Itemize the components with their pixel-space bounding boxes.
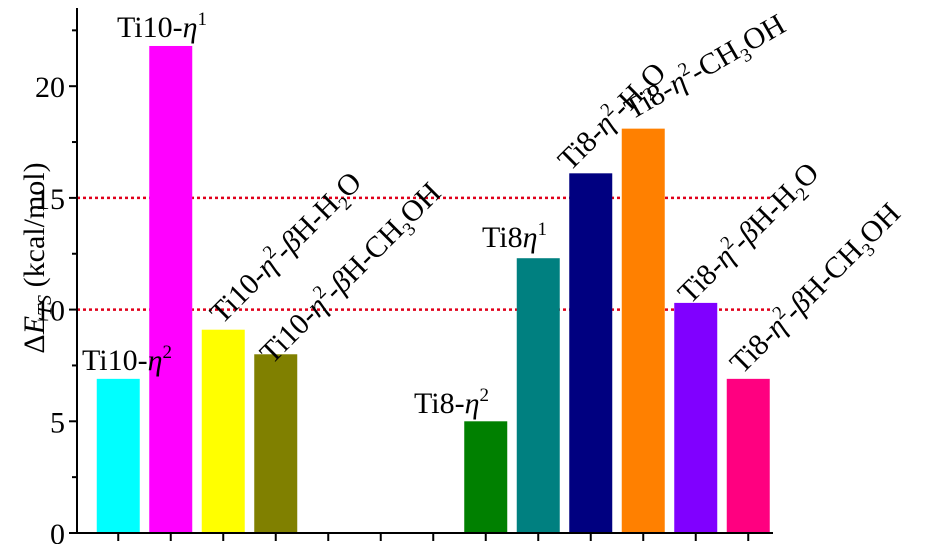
bar-label-group: Ti8-η2 [414, 385, 489, 420]
bar-label-group: Ti10-η1 [117, 9, 207, 44]
bar-Ti8-η2-H2O [569, 173, 613, 533]
bar-label: Ti8η1 [482, 219, 547, 254]
bar-Ti8-η2-βH-H2O [674, 302, 718, 533]
bar-label: Ti8-η2 [414, 385, 489, 420]
bar-label: Ti10-η1 [117, 9, 207, 44]
y-tick-label: 0 [50, 518, 65, 544]
bar-Ti8-η2 [464, 421, 508, 533]
bar-Ti8-η2-βH-CH3OH [726, 378, 770, 533]
y-tick-label: 20 [35, 71, 65, 104]
y-axis-label: ΔETS (kcal/mol) [18, 162, 56, 353]
y-tick-label: 5 [50, 406, 65, 439]
bar-Ti8-η2-CH3OH [621, 128, 665, 533]
axes [76, 8, 773, 534]
bar-Ti10-η2-βH-CH3OH [254, 354, 298, 533]
bar-label: Ti10-η2-βH-H2O [202, 164, 371, 333]
bar-label-group: Ti10-η2 [82, 342, 172, 377]
y-ticks: 0 5 10 15 20 [35, 29, 77, 544]
bar-Ti10-η2-βH-H2O [201, 329, 245, 533]
bar-Ti8η1 [516, 258, 560, 533]
bar-label: Ti10-η2 [82, 342, 172, 377]
reference-lines [77, 196, 773, 311]
y-tick-label: 10 [35, 295, 65, 328]
bar-label-group: Ti8η1 [482, 219, 547, 254]
bar-Ti10-η2 [96, 378, 140, 533]
x-ticks [117, 533, 750, 541]
bars [96, 45, 770, 533]
bar-label-group: Ti10-η2-βH-H2O [202, 164, 371, 333]
y-tick-label: 15 [35, 183, 65, 216]
bar-Ti10-η1 [149, 45, 193, 533]
